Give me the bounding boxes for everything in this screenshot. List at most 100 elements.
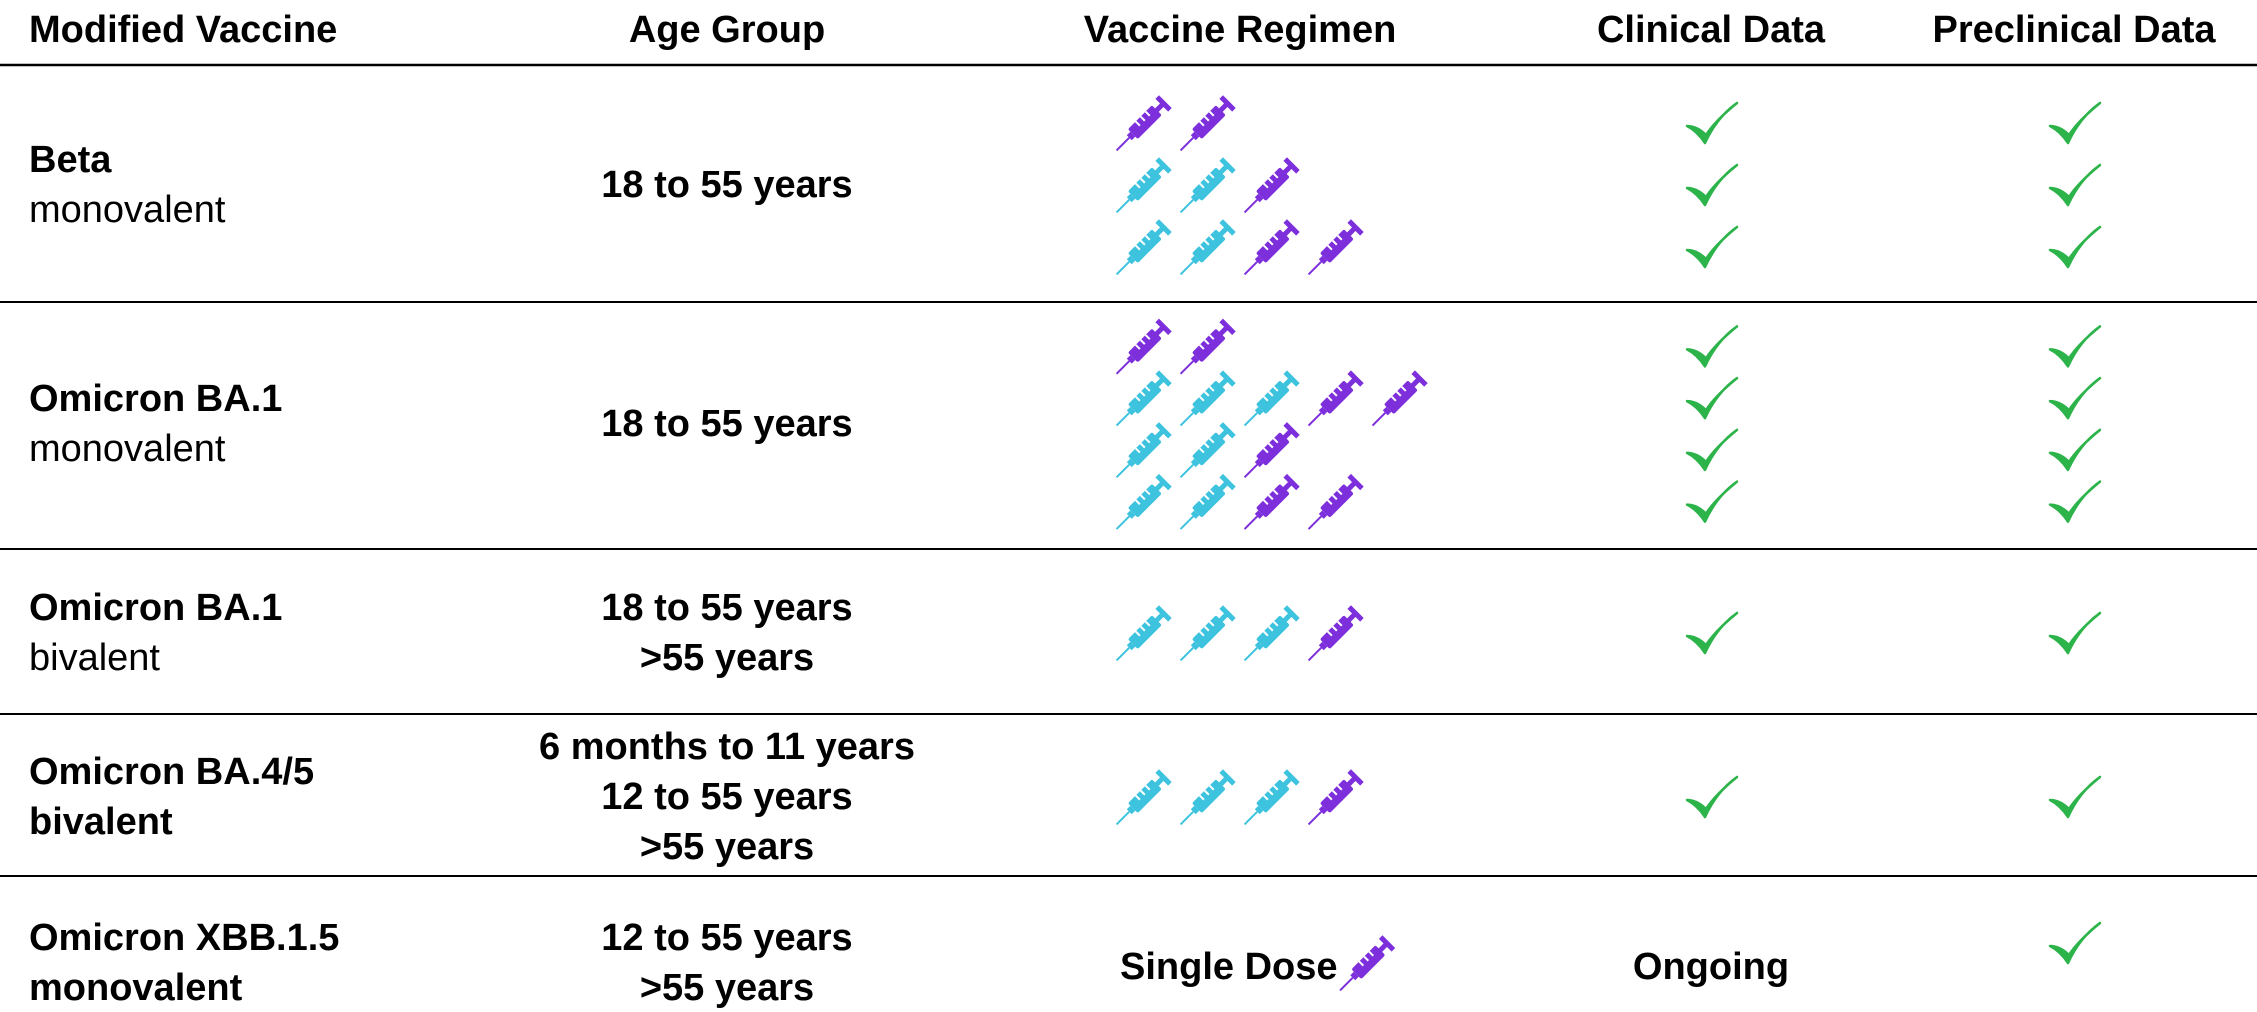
syringe-needle (1243, 515, 1258, 530)
syringe-scale (1208, 334, 1215, 340)
syringe-barrel (1320, 616, 1353, 649)
syringe-needle (1243, 412, 1258, 427)
syringe-scale (1139, 494, 1146, 501)
syringe-scale (1198, 499, 1205, 506)
age-group: >55 years (640, 637, 814, 679)
syringe-needle (1115, 261, 1130, 276)
syringe-plunger (1219, 473, 1236, 491)
syringe-scale (1203, 625, 1210, 632)
syringe-tip (1190, 406, 1200, 416)
syringe-plunger (1219, 605, 1236, 622)
vaccine-type: monovalent (29, 428, 226, 470)
syringe-scale (1262, 447, 1269, 454)
syringe-needle (1307, 261, 1322, 276)
syringe-barrel (1128, 432, 1161, 466)
syringe-needle (1179, 199, 1194, 214)
syringe-barrel (1128, 616, 1161, 649)
age-group: 18 to 55 years (601, 587, 852, 629)
syringe-tip (1126, 510, 1136, 519)
syringe-scale (1267, 442, 1274, 449)
syringe-scale (1144, 437, 1151, 444)
check-mark (1685, 480, 1739, 523)
syringe-scale (1208, 620, 1215, 627)
syringe-barrel (1192, 432, 1225, 466)
check-mark (2048, 101, 2102, 145)
syringe-barrel (1256, 230, 1289, 263)
syringe-tip (1126, 255, 1136, 265)
syringe-scale (1267, 789, 1274, 796)
syringe-scale (1139, 625, 1146, 632)
syringe-scale (1198, 630, 1205, 637)
syringe-needle (1115, 811, 1130, 826)
syringe-rod (1154, 102, 1165, 113)
syringe-scale (1395, 390, 1402, 397)
syringe (1115, 605, 1172, 662)
syringe-barrel (1256, 484, 1289, 517)
vaccine-type: monovalent (29, 967, 243, 1009)
syringe-scale (1208, 385, 1215, 392)
syringe-scale (1326, 630, 1333, 637)
check-mark (2048, 225, 2102, 269)
syringe-barrel (1352, 946, 1385, 979)
syringe-needle (1339, 977, 1354, 992)
syringe (1243, 370, 1300, 427)
syringe-scale (1272, 489, 1279, 496)
syringe-tip (1254, 641, 1264, 651)
syringe-rod (1346, 480, 1357, 492)
syringe-plunger (1219, 318, 1236, 335)
syringe-plunger (1155, 769, 1172, 786)
syringe-tip (1190, 641, 1200, 651)
syringe-barrel (1128, 329, 1161, 362)
syringe-scale (1331, 390, 1338, 397)
syringe-scale (1134, 182, 1141, 189)
syringe-tip (1126, 805, 1136, 815)
syringe-scale (1208, 489, 1215, 496)
syringe-scale (1262, 395, 1269, 402)
syringe-barrel (1256, 168, 1289, 201)
syringe-tip (1350, 971, 1359, 981)
syringe-barrel (1192, 616, 1225, 649)
syringe-plunger (1219, 769, 1236, 786)
syringe-rod (1346, 226, 1357, 237)
syringe-rod (1154, 480, 1165, 492)
syringe-scale (1336, 385, 1343, 392)
syringe-needle (1179, 515, 1194, 530)
syringe-barrel (1128, 106, 1161, 139)
syringe-plunger (1347, 370, 1364, 387)
syringe-scale (1198, 344, 1205, 350)
syringe-needle (1243, 811, 1258, 826)
syringe-plunger (1155, 157, 1172, 174)
syringe (1243, 605, 1300, 662)
syringe-scale (1134, 630, 1141, 637)
syringe-barrel (1256, 780, 1289, 813)
syringe (1307, 473, 1364, 530)
syringe-plunger (1283, 157, 1300, 174)
syringe (1115, 95, 1172, 152)
syringe-scale (1198, 182, 1205, 189)
syringe-needle (1307, 412, 1322, 427)
syringe-scale (1144, 172, 1151, 179)
syringe-rod (1282, 164, 1293, 175)
check-mark (1685, 611, 1739, 655)
age-group: 12 to 55 years (601, 917, 852, 959)
syringe-plunger (1283, 605, 1300, 622)
age-group: >55 years (640, 826, 814, 868)
column-header: Vaccine Regimen (1084, 9, 1397, 51)
syringe (1115, 473, 1172, 530)
syringe-needle (1243, 261, 1258, 276)
check-mark (2048, 921, 2102, 965)
syringe-scale (1134, 499, 1141, 506)
check-mark (2048, 775, 2102, 819)
syringe-scale (1203, 494, 1210, 501)
syringe (1307, 769, 1364, 826)
syringe-plunger (1347, 473, 1364, 491)
syringe-scale (1272, 385, 1279, 392)
syringe-scale (1134, 395, 1141, 402)
syringe-plunger (1283, 769, 1300, 786)
syringe-plunger (1155, 422, 1172, 439)
vaccine-name: Omicron BA.1 (29, 587, 282, 629)
syringe-tip (1318, 510, 1328, 519)
syringe-barrel (1192, 381, 1225, 414)
syringe-needle (1307, 647, 1322, 662)
syringe-rod (1218, 377, 1229, 388)
